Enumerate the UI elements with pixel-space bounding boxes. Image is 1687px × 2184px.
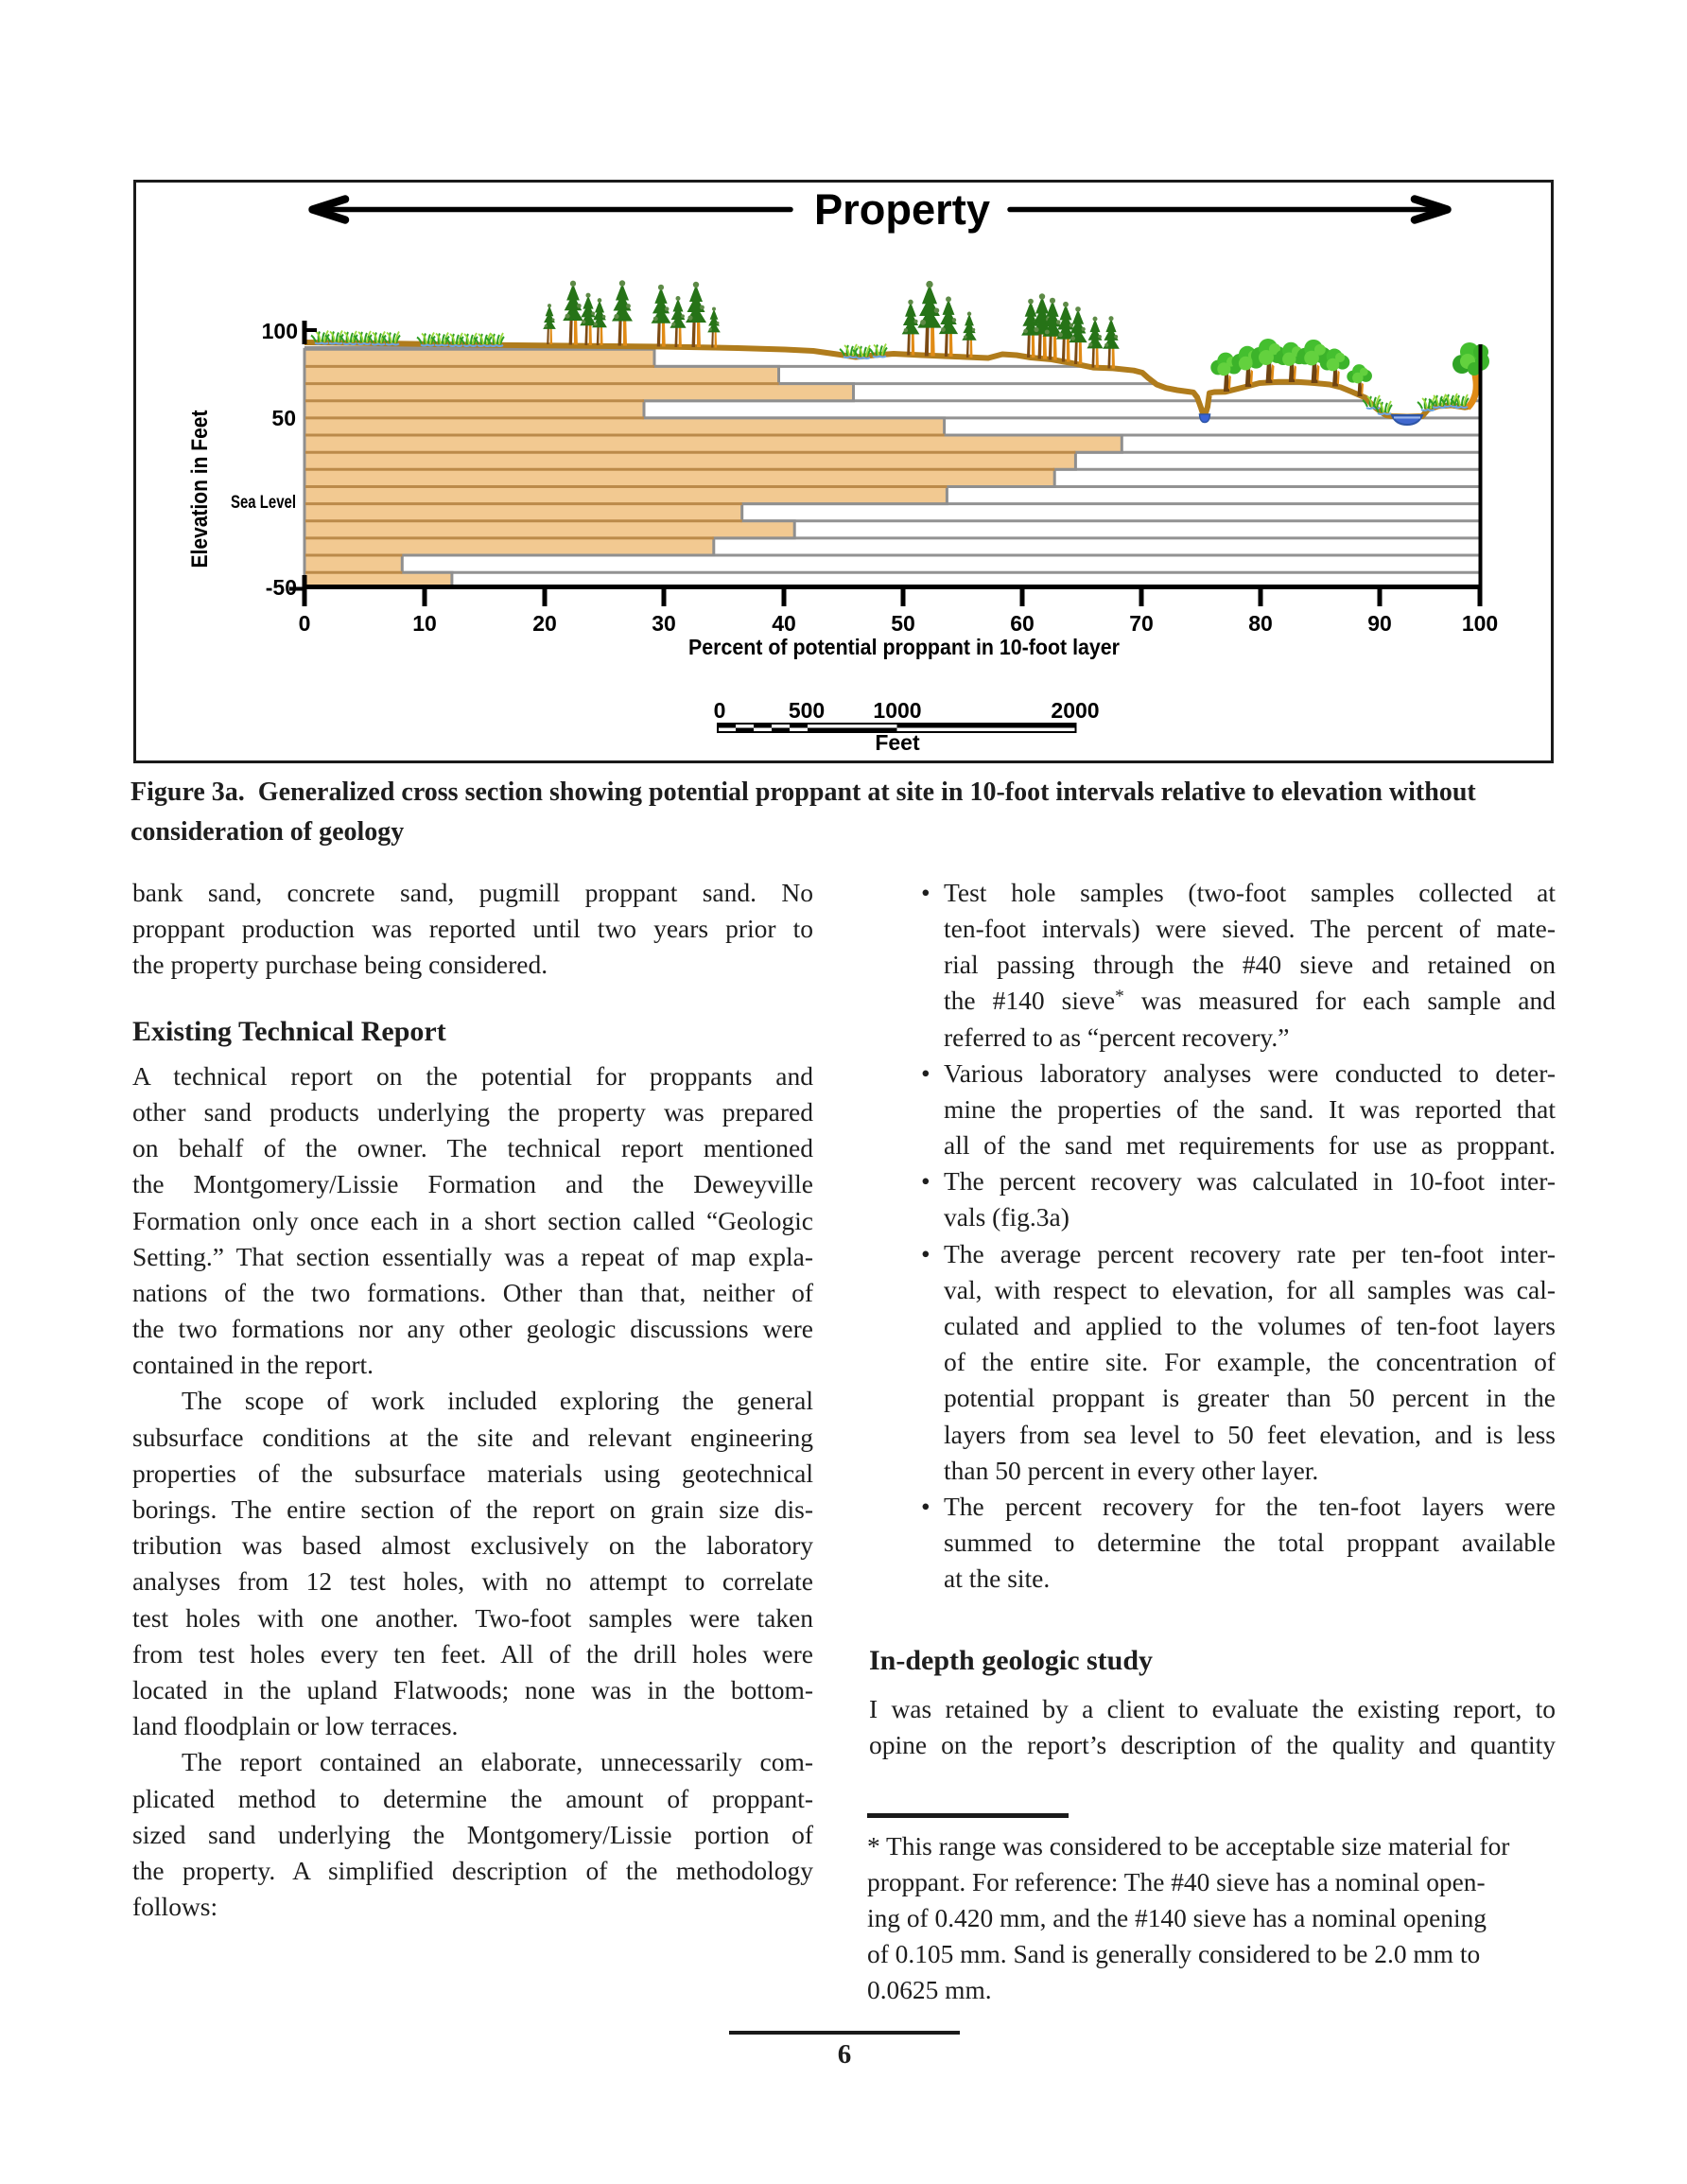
svg-text:Elevation in Feet: Elevation in Feet — [187, 411, 213, 568]
svg-text:-50: -50 — [266, 575, 297, 600]
svg-text:100: 100 — [262, 319, 298, 343]
svg-text:Property: Property — [814, 185, 990, 234]
svg-text:20: 20 — [532, 611, 557, 636]
svg-text:50: 50 — [891, 611, 915, 636]
svg-text:30: 30 — [652, 611, 676, 636]
svg-text:70: 70 — [1129, 611, 1154, 636]
svg-text:Sea Level: Sea Level — [231, 492, 296, 513]
svg-text:Percent of potential proppant: Percent of potential proppant in 10-foot… — [688, 635, 1120, 659]
svg-text:10: 10 — [412, 611, 437, 636]
svg-text:500: 500 — [789, 698, 825, 723]
svg-text:50: 50 — [271, 406, 296, 430]
svg-text:40: 40 — [772, 611, 796, 636]
svg-text:2000: 2000 — [1051, 698, 1099, 723]
svg-text:80: 80 — [1248, 611, 1273, 636]
svg-text:90: 90 — [1367, 611, 1392, 636]
svg-text:100: 100 — [1462, 611, 1498, 636]
svg-text:1000: 1000 — [873, 698, 921, 723]
svg-text:0: 0 — [714, 698, 726, 723]
svg-text:Feet: Feet — [875, 730, 920, 755]
svg-text:0: 0 — [299, 611, 311, 636]
svg-text:60: 60 — [1010, 611, 1035, 636]
